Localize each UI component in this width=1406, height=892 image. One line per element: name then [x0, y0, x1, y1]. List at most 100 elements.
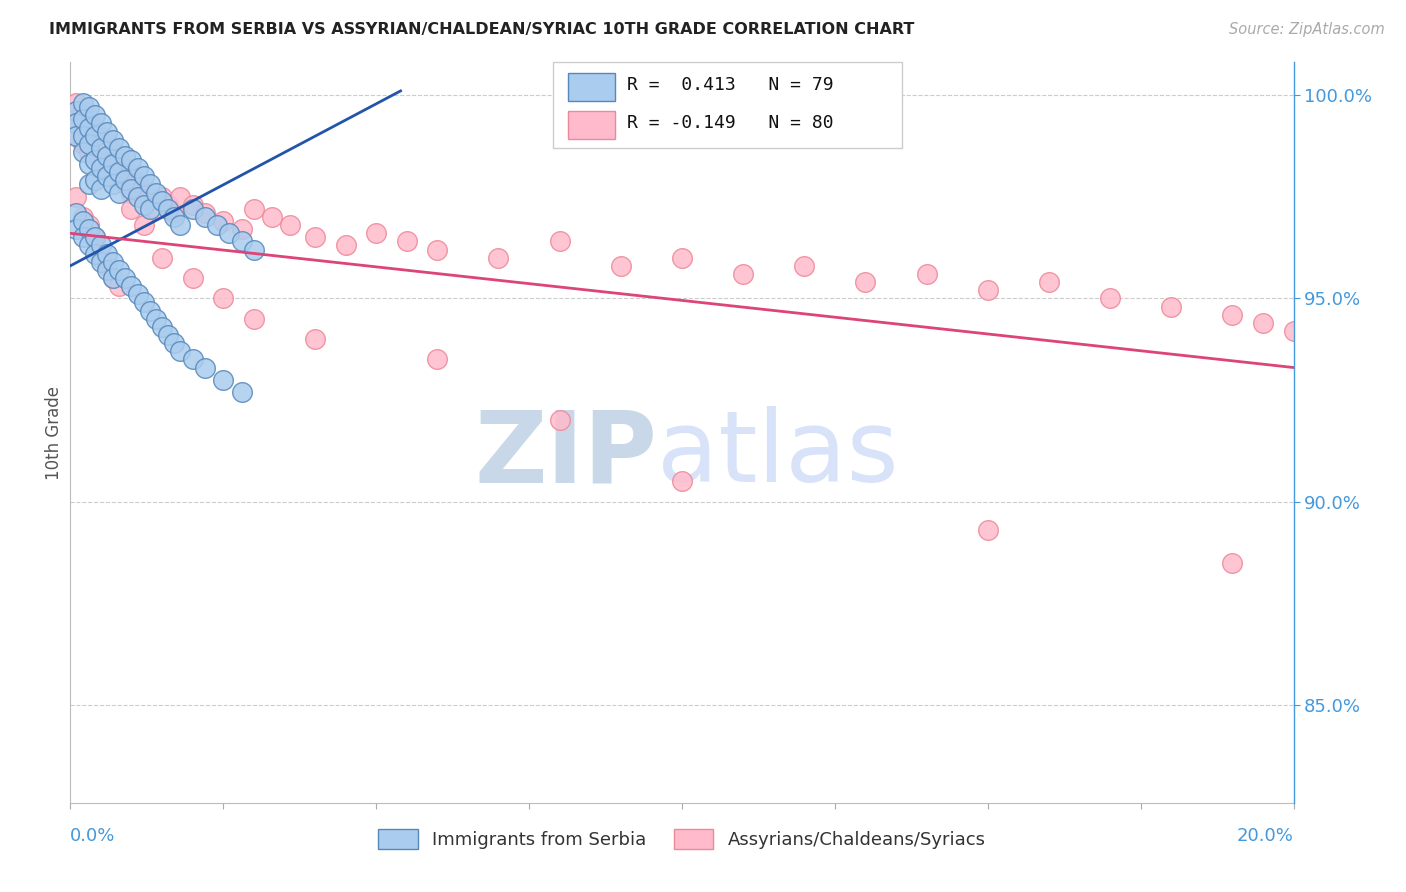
Point: [96, 153, 118, 167]
Point: [72, 128, 94, 143]
Point: [83, 120, 105, 135]
Point: [218, 227, 240, 241]
Point: [72, 104, 94, 119]
Point: [90, 238, 112, 252]
Point: [150, 251, 173, 265]
FancyBboxPatch shape: [554, 62, 903, 147]
Point: [145, 186, 167, 200]
Point: [163, 336, 186, 351]
Point: [127, 161, 149, 176]
Point: [65, 104, 87, 119]
Point: [145, 311, 167, 326]
Point: [90, 181, 112, 195]
Text: Source: ZipAtlas.com: Source: ZipAtlas.com: [1229, 22, 1385, 37]
Point: [108, 165, 131, 179]
Point: [72, 214, 94, 228]
Point: [90, 161, 112, 176]
Point: [90, 116, 112, 130]
Point: [1160, 300, 1182, 314]
Point: [72, 136, 94, 151]
Point: [108, 279, 131, 293]
Point: [335, 238, 357, 252]
Point: [426, 243, 449, 257]
Point: [205, 218, 228, 232]
Point: [121, 186, 143, 200]
Point: [90, 128, 112, 143]
Point: [77, 120, 100, 135]
Point: [231, 235, 253, 249]
Point: [915, 267, 938, 281]
Point: [101, 271, 124, 285]
Point: [127, 178, 149, 192]
Point: [163, 210, 186, 224]
Text: ZIP: ZIP: [475, 407, 658, 503]
Point: [90, 254, 112, 268]
Point: [194, 206, 217, 220]
Point: [194, 210, 217, 224]
Point: [548, 235, 571, 249]
Point: [108, 169, 131, 184]
Point: [132, 169, 155, 184]
Point: [212, 214, 235, 228]
Point: [90, 145, 112, 159]
Point: [65, 222, 87, 236]
Point: [101, 271, 124, 285]
Point: [169, 189, 191, 203]
Point: [96, 169, 118, 184]
Legend: Immigrants from Serbia, Assyrians/Chaldeans/Syriacs: Immigrants from Serbia, Assyrians/Chalde…: [371, 822, 993, 856]
Point: [83, 153, 105, 167]
Point: [77, 178, 100, 192]
Point: [139, 202, 162, 216]
Point: [243, 202, 266, 216]
Point: [150, 319, 173, 334]
Point: [488, 251, 510, 265]
Point: [855, 275, 877, 289]
Point: [280, 218, 302, 232]
Text: R = -0.149   N = 80: R = -0.149 N = 80: [627, 114, 834, 132]
Point: [77, 136, 100, 151]
Point: [426, 352, 449, 367]
Point: [114, 149, 136, 163]
Point: [65, 128, 87, 143]
Point: [101, 254, 124, 268]
Point: [101, 157, 124, 171]
Y-axis label: 10th Grade: 10th Grade: [45, 385, 63, 480]
Point: [121, 202, 143, 216]
Point: [243, 311, 266, 326]
Point: [139, 178, 162, 192]
Point: [132, 295, 155, 310]
Point: [96, 259, 118, 273]
Point: [65, 206, 87, 220]
Point: [212, 373, 235, 387]
Point: [108, 263, 131, 277]
Point: [548, 413, 571, 427]
Point: [101, 161, 124, 176]
Point: [181, 271, 204, 285]
Bar: [568, 72, 614, 101]
Point: [793, 259, 815, 273]
Point: [121, 153, 143, 167]
Point: [72, 120, 94, 135]
Point: [90, 161, 112, 176]
Point: [212, 292, 235, 306]
Point: [139, 194, 162, 208]
Point: [83, 246, 105, 260]
Point: [77, 112, 100, 127]
Point: [976, 283, 998, 297]
Point: [157, 328, 180, 343]
Point: [77, 128, 100, 143]
Point: [77, 218, 100, 232]
Point: [145, 202, 167, 216]
Point: [83, 230, 105, 244]
Point: [1282, 324, 1305, 338]
Point: [96, 125, 118, 139]
Point: [132, 198, 155, 212]
Point: [65, 128, 87, 143]
Point: [194, 360, 217, 375]
Point: [77, 238, 100, 252]
Point: [304, 230, 326, 244]
Text: IMMIGRANTS FROM SERBIA VS ASSYRIAN/CHALDEAN/SYRIAC 10TH GRADE CORRELATION CHART: IMMIGRANTS FROM SERBIA VS ASSYRIAN/CHALD…: [49, 22, 914, 37]
Point: [610, 259, 633, 273]
Point: [127, 287, 149, 301]
Point: [243, 243, 266, 257]
